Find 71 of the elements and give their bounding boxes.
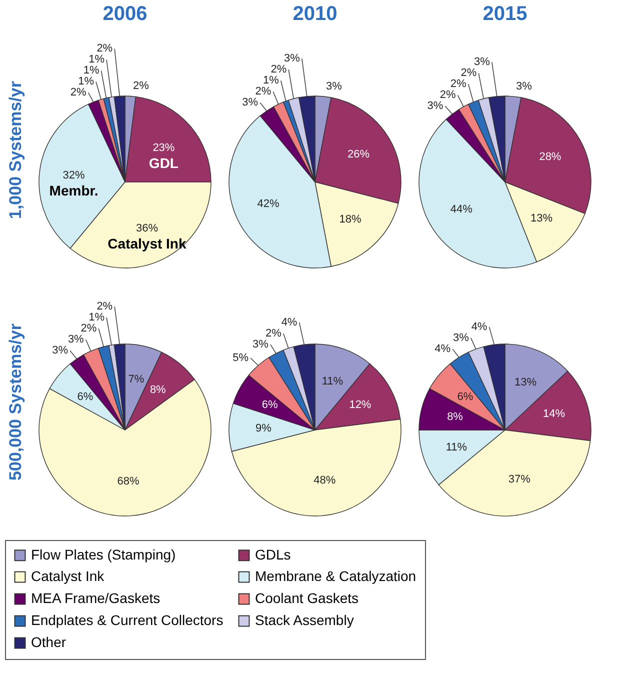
data-label: 5% xyxy=(232,352,249,364)
data-label: 3% xyxy=(427,100,444,112)
data-label: 1% xyxy=(78,76,94,88)
data-label: 8% xyxy=(150,384,166,396)
data-label: 1% xyxy=(88,312,105,324)
data-label: 2% xyxy=(70,86,87,99)
data-label: 6% xyxy=(262,399,278,412)
data-label: 2% xyxy=(133,80,150,92)
data-label: 3% xyxy=(242,96,258,109)
data-label: 23% xyxy=(152,142,175,154)
text: 500,000 Systems/yr xyxy=(6,323,25,480)
data-label: 28% xyxy=(539,151,562,164)
data-label: 4% xyxy=(281,316,298,328)
data-label: 13% xyxy=(514,376,537,389)
legend-label: Endplates & Current Collectors xyxy=(31,612,224,628)
data-label: 2% xyxy=(266,327,282,340)
legend-label: Stack Assembly xyxy=(255,612,354,628)
data-label: 48% xyxy=(314,474,336,487)
text: Catalyst Ink xyxy=(108,236,186,252)
data-label: 1% xyxy=(88,54,105,66)
legend-label: Coolant Gaskets xyxy=(255,590,358,606)
legend-label: Catalyst Ink xyxy=(31,568,106,584)
data-label: 3% xyxy=(516,80,532,92)
data-label: 6% xyxy=(77,391,94,404)
legend-label: Other xyxy=(31,634,66,650)
text: GDL xyxy=(148,154,178,171)
data-label: 2% xyxy=(96,300,113,313)
chart-title: 2010 xyxy=(292,3,338,25)
data-label: 13% xyxy=(530,212,553,224)
data-label: 3% xyxy=(474,56,490,68)
data-label: 12% xyxy=(349,399,372,412)
data-label: 3% xyxy=(452,332,470,344)
data-label: 26% xyxy=(348,148,370,160)
data-label: 3% xyxy=(252,338,269,350)
data-label: 18% xyxy=(339,214,362,226)
data-label: 37% xyxy=(508,474,531,486)
data-label: 32% xyxy=(62,170,86,182)
data-label: 7% xyxy=(128,374,144,386)
data-label: 11% xyxy=(446,441,468,454)
legend-label: GDLs xyxy=(255,546,291,562)
data-label: 68% xyxy=(117,476,140,488)
data-label: 1% xyxy=(83,64,100,77)
data-label: 14% xyxy=(543,408,566,420)
data-label: 3% xyxy=(68,334,84,346)
data-label: 9% xyxy=(255,422,272,434)
data-label: 2% xyxy=(96,42,113,55)
text: 1,000 Systems/yr xyxy=(6,80,25,219)
data-label: 1% xyxy=(262,74,280,87)
data-label: 2% xyxy=(255,86,272,98)
data-label: 3% xyxy=(326,80,342,92)
data-label: 2% xyxy=(80,322,97,335)
chart-title: 2006 xyxy=(102,3,148,25)
data-label: 2% xyxy=(460,67,477,80)
chart-title: 2015 xyxy=(482,3,528,25)
data-label: 2% xyxy=(440,89,456,102)
data-label: 36% xyxy=(136,222,158,235)
data-label: 44% xyxy=(450,204,473,216)
data-label: 2% xyxy=(450,78,467,90)
data-label: 3% xyxy=(52,344,68,357)
data-label: 42% xyxy=(257,198,280,210)
data-label: 3% xyxy=(284,52,300,65)
legend-label: MEA Frame/Gaskets xyxy=(31,590,160,606)
data-label: 2% xyxy=(270,64,287,76)
data-label: 11% xyxy=(322,375,344,388)
legend-label: Membrane & Catalyzation xyxy=(255,568,416,584)
data-label: 6% xyxy=(457,391,474,404)
data-label: 4% xyxy=(471,320,488,333)
legend-label: Flow Plates (Stamping) xyxy=(31,546,176,562)
data-label: 8% xyxy=(447,411,464,424)
data-label: 4% xyxy=(434,342,451,355)
text: Membr. xyxy=(49,182,98,199)
